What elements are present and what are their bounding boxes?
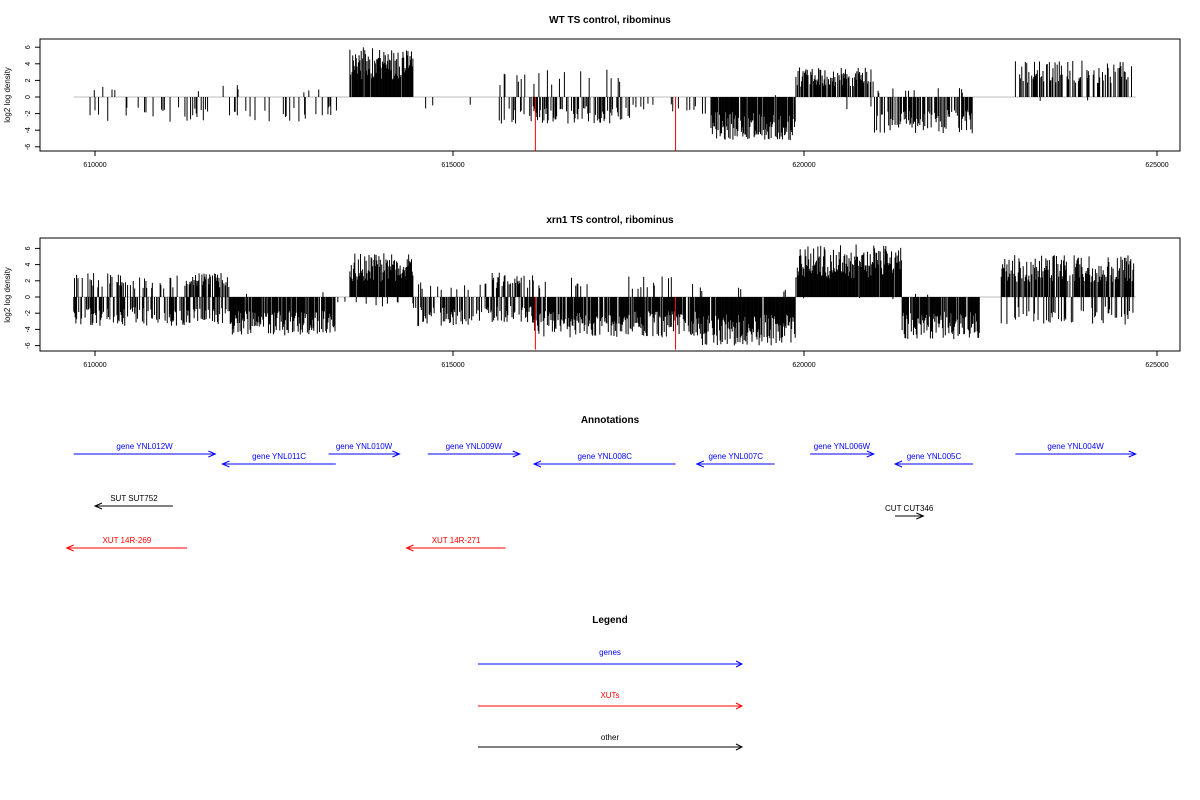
- annotations-panel: Annotations gene YNL012W gene YNL010W gene…: [65, 415, 1138, 552]
- feature-label: XUT 14R-269: [102, 536, 151, 545]
- feature-xut: XUT 14R-269: [65, 536, 188, 552]
- arrowhead-icon: [866, 450, 876, 458]
- panel-wt: WT TS control, ribominus -6 -4 -2 0 2 4 6 log2…: [3, 15, 1181, 169]
- x-tick-label: 620000: [792, 162, 815, 169]
- arrowhead-icon: [735, 743, 744, 751]
- arrowhead-icon: [893, 460, 903, 468]
- y-tick-label: 6: [25, 246, 32, 250]
- feature-other: SUT SUT752: [93, 494, 173, 510]
- feature-label: SUT SUT752: [110, 494, 158, 503]
- legend-label: other: [601, 733, 620, 742]
- x-tick-label: 610000: [83, 162, 106, 169]
- coverage-bars: [73, 47, 1136, 151]
- arrowhead-icon: [221, 460, 230, 468]
- feature-label: gene YNL011C: [252, 452, 306, 461]
- x-tick-label: 625000: [1145, 162, 1168, 169]
- y-tick-label: 0: [25, 295, 32, 299]
- feature-gene: gene YNL004W: [1015, 442, 1138, 458]
- arrowhead-icon: [512, 450, 522, 458]
- panel-title: WT TS control, ribominus: [549, 15, 671, 26]
- feature-label: gene YNL004W: [1047, 442, 1104, 451]
- y-tick-label: -4: [25, 127, 32, 133]
- feature-label: gene YNL005C: [907, 452, 962, 461]
- plot-frame: [39, 38, 1181, 152]
- x-tick-label: 615000: [441, 162, 464, 169]
- feature-other: CUT CUT346: [885, 504, 934, 520]
- y-axis-label: log2 log density: [3, 267, 12, 323]
- y-axis: -6 -4 -2 0 2 4 6: [25, 45, 41, 150]
- coverage-bars: [73, 244, 1136, 350]
- arrowhead-icon: [405, 544, 414, 552]
- arrowhead-icon: [65, 544, 74, 552]
- arrowhead-icon: [208, 450, 217, 458]
- y-axis-label: log2 log density: [3, 67, 12, 123]
- legend-item-xuts: XUTs: [478, 691, 744, 710]
- y-tick-label: 6: [25, 45, 32, 49]
- x-tick-label: 610000: [83, 362, 106, 369]
- legend-item-genes: genes: [478, 648, 744, 668]
- feature-gene: gene YNL011C: [221, 452, 336, 468]
- y-tick-label: 2: [25, 279, 32, 283]
- legend: Legend genes XUTs other: [478, 615, 744, 751]
- x-axis: 610000 615000 620000 625000: [83, 351, 1169, 369]
- feature-label: gene YNL010W: [336, 442, 393, 451]
- legend-label: genes: [599, 648, 621, 657]
- x-axis: 610000 615000 620000 625000: [83, 151, 1169, 169]
- feature-gene: gene YNL009W: [427, 442, 522, 458]
- arrowhead-icon: [735, 702, 744, 710]
- x-tick-label: 625000: [1145, 362, 1168, 369]
- feature-label: gene YNL008C: [577, 452, 632, 461]
- y-tick-label: -6: [25, 342, 32, 348]
- arrowhead-icon: [532, 460, 542, 468]
- feature-gene: gene YNL010W: [328, 442, 401, 458]
- feature-label: gene YNL009W: [446, 442, 503, 451]
- feature-gene: gene YNL007C: [695, 452, 775, 468]
- feature-gene: gene YNL008C: [532, 452, 676, 468]
- y-tick-label: -6: [25, 144, 32, 150]
- arrowhead-icon: [1128, 450, 1138, 458]
- x-tick-label: 620000: [792, 362, 815, 369]
- feature-label: gene YNL006W: [814, 442, 871, 451]
- arrowhead-icon: [93, 502, 103, 510]
- feature-gene: gene YNL006W: [810, 442, 876, 458]
- legend-item-other: other: [478, 733, 744, 751]
- x-tick-label: 615000: [441, 362, 464, 369]
- feature-label: XUT 14R-271: [432, 536, 481, 545]
- legend-label: XUTs: [600, 691, 619, 700]
- arrowhead-icon: [392, 450, 401, 458]
- y-axis: -6 -4 -2 0 2 4 6: [25, 246, 41, 349]
- arrowhead-icon: [695, 460, 704, 468]
- y-tick-label: 4: [25, 62, 32, 66]
- feature-gene: gene YNL005C: [893, 452, 973, 468]
- panel-xrn1: xrn1 TS control, ribominus -6 -4 -2 0 2 4 6 lo…: [3, 215, 1181, 369]
- feature-label: gene YNL012W: [116, 442, 173, 451]
- annotation-features: gene YNL012W gene YNL010W gene YNL009W gene…: [65, 442, 1138, 552]
- feature-gene: gene YNL012W: [73, 442, 217, 458]
- y-tick-label: 4: [25, 263, 32, 267]
- legend-title: Legend: [592, 615, 628, 626]
- panel-title: xrn1 TS control, ribominus: [546, 215, 674, 226]
- arrowhead-icon: [916, 512, 925, 520]
- feature-label: CUT CUT346: [885, 504, 934, 513]
- annotations-title: Annotations: [581, 415, 640, 426]
- feature-xut: XUT 14R-271: [405, 536, 506, 552]
- y-tick-label: -2: [25, 310, 32, 316]
- y-tick-label: 2: [25, 78, 32, 82]
- arrowhead-icon: [735, 660, 744, 668]
- y-tick-label: 0: [25, 95, 32, 99]
- y-tick-label: -2: [25, 110, 32, 116]
- feature-label: gene YNL007C: [708, 452, 763, 461]
- y-tick-label: -4: [25, 326, 32, 332]
